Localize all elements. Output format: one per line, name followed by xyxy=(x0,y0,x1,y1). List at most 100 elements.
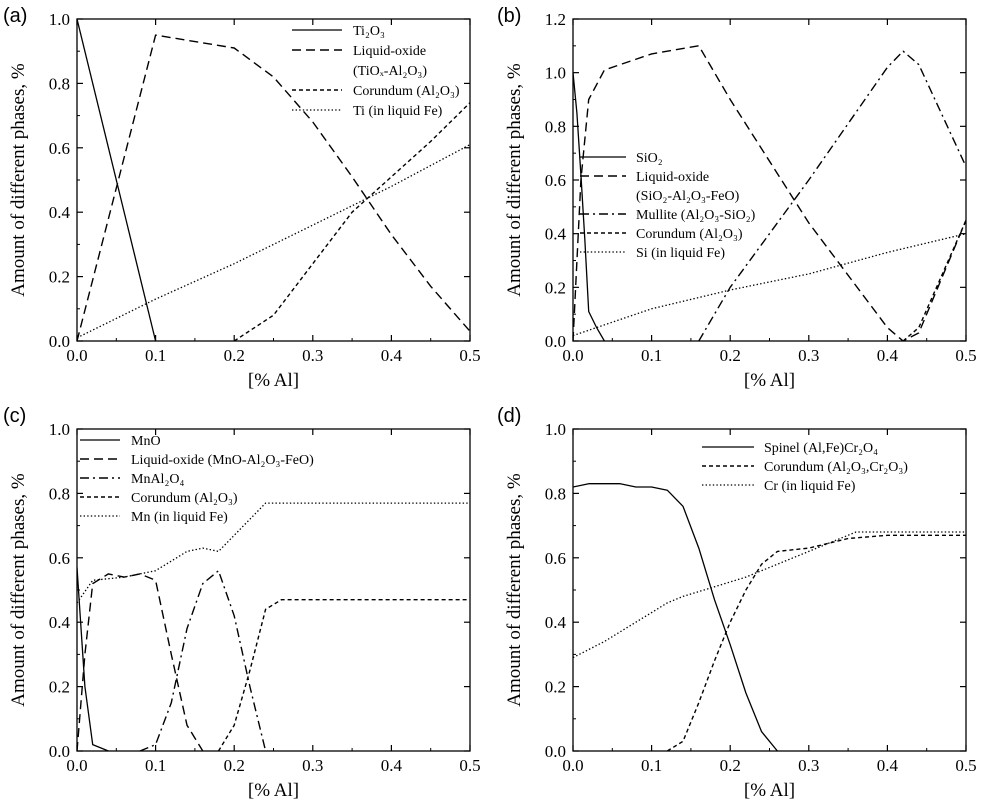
x-axis-title: [% Al] xyxy=(744,370,795,391)
x-tick-label: 0.5 xyxy=(459,756,480,775)
legend-label: Cr (in liquid Fe) xyxy=(764,479,856,494)
x-axis-title: [% Al] xyxy=(248,370,299,391)
y-axis-title: Amount of different phases, % xyxy=(504,473,525,707)
x-tick-label: 0.1 xyxy=(641,346,662,365)
y-tick-label: 0.2 xyxy=(545,678,566,697)
legend-label: Mn (in liquid Fe) xyxy=(131,510,228,525)
series-line-mnal-o xyxy=(139,570,267,751)
legend: MnO Liquid-oxide (MnO-Al₂O₃-FeO) MnAl₂O₄ Co… xyxy=(80,434,314,525)
x-tick-label: 0.3 xyxy=(302,756,323,775)
x-tick-label: 0.3 xyxy=(798,756,819,775)
y-tick-label: 1.0 xyxy=(49,420,70,439)
panel-label: (c) xyxy=(3,405,26,427)
y-tick-label: 0.4 xyxy=(545,225,567,244)
x-tick-label: 0.5 xyxy=(955,756,976,775)
series-line-mno xyxy=(77,567,109,751)
x-tick-label: 0.2 xyxy=(720,756,741,775)
y-tick-label: 0.6 xyxy=(545,549,566,568)
chart-panel-a: (a) 0.0 0.1 0.2 0.3 0.4 0.5 0.0 0.2 0.4 0.6 0.8 1.0 [… xyxy=(3,5,481,391)
x-tick-label: 0.2 xyxy=(720,346,741,365)
series-line-si-in-liquid-fe xyxy=(573,233,966,337)
y-tick-label: 0.6 xyxy=(49,549,70,568)
plot-frame xyxy=(572,18,967,342)
x-tick-label: 0.4 xyxy=(877,756,899,775)
legend-label: SiO₂ xyxy=(636,151,663,166)
legend: SiO₂ Liquid-oxide (SiO₂-Al₂O₃-FeO) Mullite … xyxy=(580,151,756,261)
x-tick-label: 0.5 xyxy=(459,346,480,365)
legend: Spinel (Al,Fe)Cr₂O₄ Corundum (Al₂O₃,Cr₂O₃… xyxy=(702,441,908,494)
y-tick-label: 0.4 xyxy=(49,613,71,632)
legend-label: Liquid-oxide (MnO-Al₂O₃-FeO) xyxy=(131,453,314,468)
x-axis-title: [% Al] xyxy=(248,780,299,801)
x-axis-title: [% Al] xyxy=(744,780,795,801)
y-tick-label: 0.0 xyxy=(49,742,70,761)
chart-panel-d: (d) 0.0 0.1 0.2 0.3 0.4 0.5 0.0 0.2 0.4 0.6 0.8 1.0 [… xyxy=(497,405,977,801)
chart-panel-b: (b) 0.0 0.1 0.2 0.3 0.4 0.5 0.0 0.2 0.4 0.6 0.8 1.0 1… xyxy=(497,5,977,391)
y-tick-label: 0.8 xyxy=(49,484,70,503)
x-tick-label: 0.1 xyxy=(641,756,662,775)
panel-label: (a) xyxy=(3,5,27,27)
legend-label: MnO xyxy=(131,434,161,449)
y-tick-label: 0.4 xyxy=(49,203,71,222)
y-tick-label: 0.0 xyxy=(545,742,566,761)
series-line-spinel-al-fe-cr-o xyxy=(573,483,778,751)
x-tick-label: 0.4 xyxy=(381,346,403,365)
series-line-ti-in-liquid-fe xyxy=(77,144,470,339)
y-tick-label: 0.8 xyxy=(49,74,70,93)
legend-label: Liquid-oxide xyxy=(636,170,709,185)
series-line-corundum-al-o xyxy=(902,220,966,341)
series-line-corundum-al-o-cr-o xyxy=(666,534,966,751)
legend-label: Ti₂O₃ xyxy=(353,24,385,39)
series-line-corundum-al-o xyxy=(217,599,470,751)
y-tick-label: 0.4 xyxy=(545,613,567,632)
series-group xyxy=(573,483,966,751)
legend-label: Corundum (Al₂O₃) xyxy=(131,491,238,506)
y-tick-label: 1.2 xyxy=(545,10,566,29)
plot-frame xyxy=(572,428,967,752)
legend-label: (TiOₓ-Al₂O₃) xyxy=(353,64,427,79)
series-line-ti-o xyxy=(77,19,157,341)
series-line-mn-in-liquid-fe xyxy=(77,502,470,604)
y-tick-label: 0.0 xyxy=(545,332,566,351)
series-group xyxy=(573,45,966,341)
y-tick-label: 0.0 xyxy=(49,332,70,351)
legend-label: Liquid-oxide xyxy=(353,44,426,59)
y-tick-label: 0.2 xyxy=(49,678,70,697)
panel-label: (d) xyxy=(497,405,521,427)
chart-panel-c: (c) 0.0 0.1 0.2 0.3 0.4 0.5 0.0 0.2 0.4 0.6 0.8 1.0 [… xyxy=(3,405,481,801)
series-line-liquid-oxide-sio-al-o-feo xyxy=(573,45,966,341)
legend-label: Si (in liquid Fe) xyxy=(636,246,725,261)
legend-label: Corundum (Al₂O₃) xyxy=(636,227,743,242)
x-tick-label: 0.3 xyxy=(798,346,819,365)
y-tick-label: 0.2 xyxy=(545,278,566,297)
x-tick-label: 0.0 xyxy=(66,756,87,775)
x-tick-label: 0.5 xyxy=(955,346,976,365)
series-group xyxy=(77,19,470,341)
legend-label: Mullite (Al₂O₃-SiO₂) xyxy=(636,208,756,223)
legend-label: Corundum (Al₂O₃,Cr₂O₃) xyxy=(764,460,908,475)
legend-label: Corundum (Al₂O₃) xyxy=(353,84,460,99)
y-axis-title: Amount of different phases, % xyxy=(504,63,525,297)
x-tick-label: 0.3 xyxy=(302,346,323,365)
y-tick-label: 0.8 xyxy=(545,117,566,136)
x-tick-label: 0.4 xyxy=(381,756,403,775)
panel-label: (b) xyxy=(497,5,521,27)
series-line-mullite-al-o-sio xyxy=(698,50,966,341)
legend-label: MnAl₂O₄ xyxy=(131,472,184,487)
x-tick-label: 0.1 xyxy=(145,346,166,365)
series-line-cr-in-liquid-fe xyxy=(573,531,966,659)
y-tick-label: 0.6 xyxy=(49,139,70,158)
legend-label: Ti (in liquid Fe) xyxy=(353,104,443,119)
legend-label: Spinel (Al,Fe)Cr₂O₄ xyxy=(764,441,878,456)
y-axis-title: Amount of different phases, % xyxy=(8,473,29,707)
legend-label: (SiO₂-Al₂O₃-FeO) xyxy=(636,189,740,204)
x-tick-label: 0.4 xyxy=(877,346,899,365)
y-axis-title: Amount of different phases, % xyxy=(8,63,29,297)
y-tick-label: 0.2 xyxy=(49,268,70,287)
x-tick-label: 0.2 xyxy=(224,346,245,365)
series-line-liquid-oxide-mno-al-o-feo xyxy=(77,573,204,751)
series-line-corundum-al-o xyxy=(233,102,470,341)
legend: Ti₂O₃ Liquid-oxide (TiOₓ-Al₂O₃) Corundum (A… xyxy=(292,24,460,119)
y-tick-label: 1.0 xyxy=(49,10,70,29)
